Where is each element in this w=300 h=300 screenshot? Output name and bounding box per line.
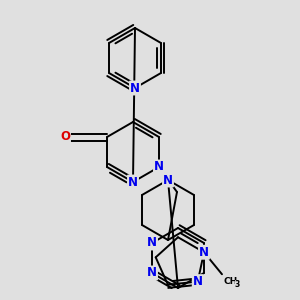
Text: O: O [60, 130, 70, 143]
Text: CH: CH [224, 277, 238, 286]
Text: N: N [147, 266, 157, 280]
Text: N: N [147, 236, 157, 250]
Text: N: N [154, 160, 164, 173]
Text: 3: 3 [235, 280, 240, 289]
Text: N: N [163, 173, 173, 187]
Text: N: N [193, 275, 203, 288]
Text: N: N [128, 176, 138, 188]
Text: N: N [199, 246, 209, 259]
Text: N: N [130, 82, 140, 94]
